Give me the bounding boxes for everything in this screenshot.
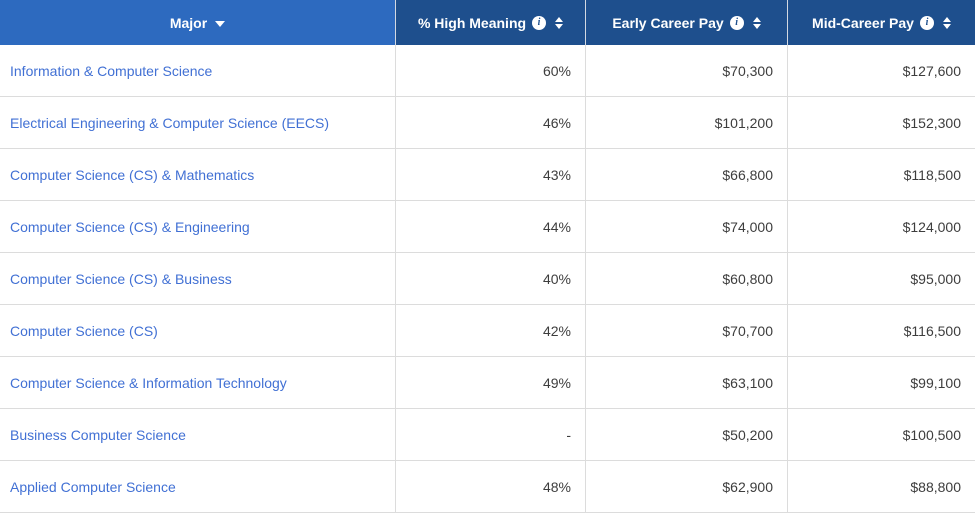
mid-career-pay-cell: $118,500 (787, 149, 975, 200)
table-row: Computer Science (CS) & Engineering 44% … (0, 201, 975, 253)
mid-career-pay-cell: $127,600 (787, 45, 975, 96)
table-row: Business Computer Science - $50,200 $100… (0, 409, 975, 461)
early-career-pay-cell: $60,800 (585, 253, 787, 304)
column-header-mid-career-pay[interactable]: Mid-Career Pay i (787, 0, 975, 45)
mid-career-pay-cell: $116,500 (787, 305, 975, 356)
table-row: Computer Science (CS) 42% $70,700 $116,5… (0, 305, 975, 357)
sort-toggle-icon[interactable] (752, 16, 761, 29)
mid-career-pay-cell: $95,000 (787, 253, 975, 304)
column-header-early-career-pay[interactable]: Early Career Pay i (585, 0, 787, 45)
early-career-pay-cell: $101,200 (585, 97, 787, 148)
high-meaning-cell: 40% (395, 253, 585, 304)
high-meaning-cell: 46% (395, 97, 585, 148)
major-link[interactable]: Computer Science (CS) (10, 322, 158, 339)
column-header-high-meaning-label: % High Meaning (417, 14, 527, 31)
early-career-pay-cell: $74,000 (585, 201, 787, 252)
major-link[interactable]: Electrical Engineering & Computer Scienc… (10, 114, 330, 131)
sort-desc-caret-icon (215, 21, 226, 27)
high-meaning-cell: 49% (395, 357, 585, 408)
column-header-major-label: Major (169, 14, 208, 31)
major-link[interactable]: Information & Computer Science (10, 62, 213, 79)
major-link[interactable]: Computer Science (CS) & Mathematics (10, 166, 255, 183)
table-row: Applied Computer Science 48% $62,900 $88… (0, 461, 975, 513)
mid-career-pay-cell: $88,800 (787, 461, 975, 512)
high-meaning-cell: 42% (395, 305, 585, 356)
mid-career-pay-cell: $100,500 (787, 409, 975, 460)
sort-toggle-icon[interactable] (942, 16, 951, 29)
table-header-row: Major % High Meaning i Early Career Pay … (0, 0, 975, 45)
column-header-high-meaning[interactable]: % High Meaning i (395, 0, 585, 45)
sort-toggle-icon[interactable] (555, 16, 564, 29)
column-header-major[interactable]: Major (0, 0, 395, 45)
column-header-early-career-pay-label: Early Career Pay (612, 14, 724, 31)
table-row: Computer Science (CS) & Mathematics 43% … (0, 149, 975, 201)
high-meaning-cell: 48% (395, 461, 585, 512)
table-row: Information & Computer Science 60% $70,3… (0, 45, 975, 97)
major-link[interactable]: Computer Science & Information Technolog… (10, 374, 287, 391)
high-meaning-cell: 44% (395, 201, 585, 252)
info-icon[interactable]: i (919, 15, 934, 30)
high-meaning-cell: 43% (395, 149, 585, 200)
early-career-pay-cell: $63,100 (585, 357, 787, 408)
major-link[interactable]: Business Computer Science (10, 426, 186, 443)
high-meaning-cell: 60% (395, 45, 585, 96)
major-link[interactable]: Computer Science (CS) & Business (10, 270, 232, 287)
info-icon[interactable]: i (532, 15, 547, 30)
mid-career-pay-cell: $124,000 (787, 201, 975, 252)
early-career-pay-cell: $70,300 (585, 45, 787, 96)
early-career-pay-cell: $70,700 (585, 305, 787, 356)
early-career-pay-cell: $50,200 (585, 409, 787, 460)
early-career-pay-cell: $66,800 (585, 149, 787, 200)
major-link[interactable]: Applied Computer Science (10, 478, 176, 495)
table-row: Computer Science (CS) & Business 40% $60… (0, 253, 975, 305)
table-row: Computer Science & Information Technolog… (0, 357, 975, 409)
high-meaning-cell: - (395, 409, 585, 460)
early-career-pay-cell: $62,900 (585, 461, 787, 512)
column-header-mid-career-pay-label: Mid-Career Pay (812, 14, 914, 31)
major-link[interactable]: Computer Science (CS) & Engineering (10, 218, 250, 235)
table-row: Electrical Engineering & Computer Scienc… (0, 97, 975, 149)
mid-career-pay-cell: $152,300 (787, 97, 975, 148)
info-icon[interactable]: i (729, 15, 744, 30)
mid-career-pay-cell: $99,100 (787, 357, 975, 408)
